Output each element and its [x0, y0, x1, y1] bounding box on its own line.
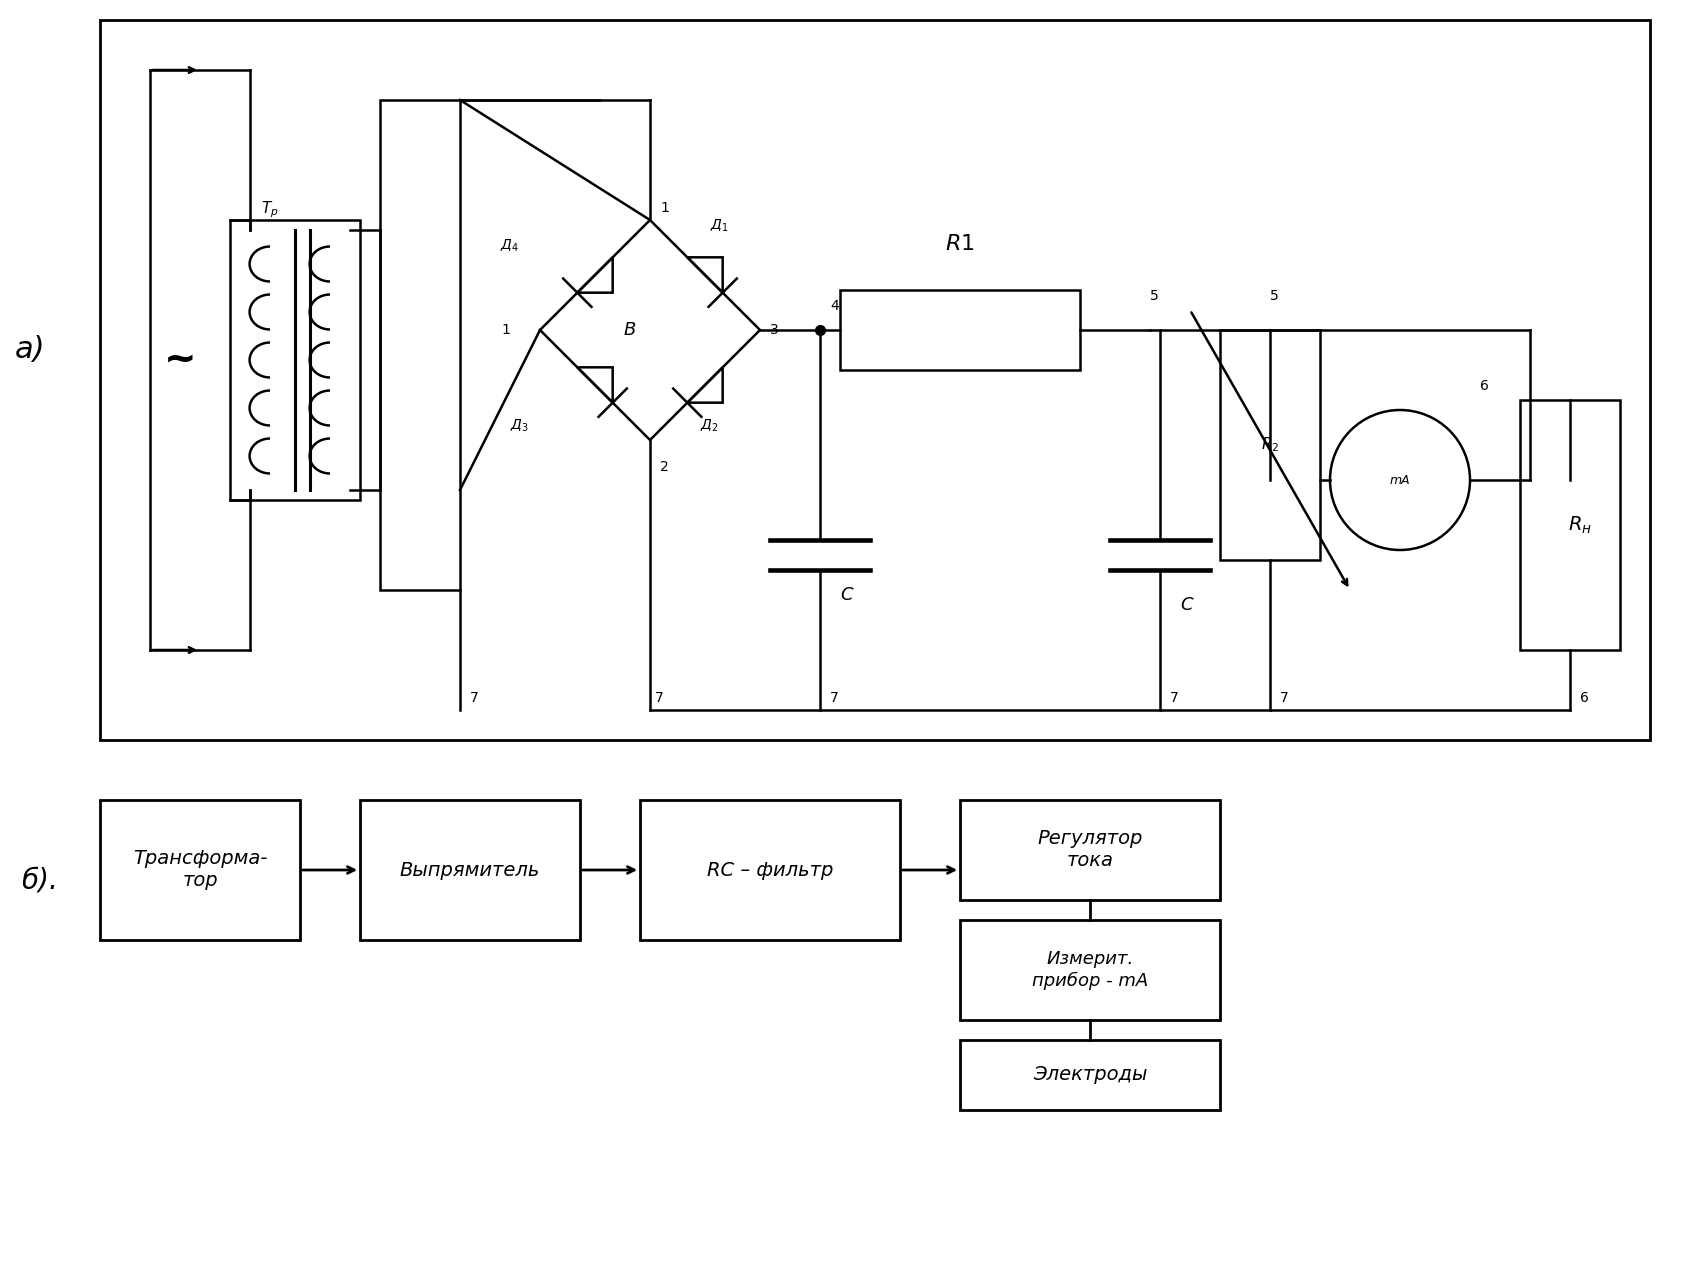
Text: 2: 2 [660, 460, 668, 474]
Text: $R1$: $R1$ [945, 234, 974, 253]
Polygon shape [840, 291, 1080, 370]
Text: 6: 6 [1579, 691, 1590, 705]
Text: $T_р$: $T_р$ [262, 200, 279, 220]
Text: 1: 1 [660, 201, 668, 215]
Text: Выпрямитель: Выпрямитель [400, 860, 541, 879]
Text: ~: ~ [163, 340, 196, 379]
Text: $Д_3$: $Д_3$ [510, 419, 529, 434]
Text: Трансформа-
тор: Трансформа- тор [133, 850, 267, 891]
Text: Регулятор
тока: Регулятор тока [1037, 829, 1142, 870]
Text: 7: 7 [830, 691, 838, 705]
Text: RC – фильтр: RC – фильтр [707, 860, 833, 879]
Polygon shape [1520, 399, 1620, 650]
Text: б).: б). [22, 867, 58, 893]
Text: а): а) [15, 335, 46, 365]
Text: $Д_4$: $Д_4$ [500, 238, 518, 255]
Text: 7: 7 [1170, 691, 1178, 705]
Text: 5: 5 [1149, 289, 1159, 303]
Text: 5: 5 [1270, 289, 1278, 303]
Text: mA: mA [1389, 474, 1411, 486]
Text: 7: 7 [1280, 691, 1289, 705]
Text: $R_н$: $R_н$ [1567, 515, 1591, 535]
Text: 7: 7 [654, 691, 663, 705]
Text: 1: 1 [502, 323, 510, 337]
Text: 6: 6 [1481, 379, 1489, 393]
Text: $Д_1$: $Д_1$ [711, 218, 729, 234]
Text: Электроды: Электроды [1034, 1065, 1148, 1084]
Text: В: В [624, 321, 636, 339]
Polygon shape [1221, 330, 1319, 561]
Text: 3: 3 [770, 323, 779, 337]
Text: C: C [840, 586, 853, 604]
Text: $R_2$: $R_2$ [1261, 435, 1278, 454]
Text: C: C [1180, 596, 1193, 614]
Text: $Д_2$: $Д_2$ [700, 419, 719, 434]
Text: 7: 7 [469, 691, 479, 705]
Circle shape [1329, 410, 1470, 550]
Text: 4: 4 [830, 300, 838, 314]
Text: Измерит.
прибор - mA: Измерит. прибор - mA [1032, 951, 1148, 989]
